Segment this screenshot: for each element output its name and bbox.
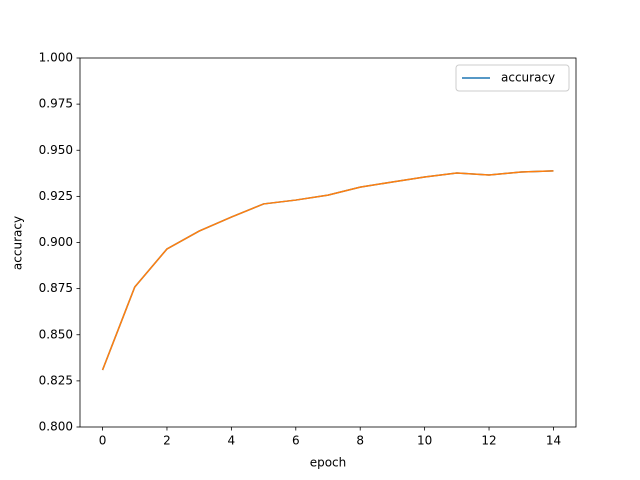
x-tick-label: 12 xyxy=(481,434,496,448)
x-tick-label: 4 xyxy=(228,434,236,448)
y-tick-label: 0.850 xyxy=(39,327,73,341)
y-tick-label: 0.875 xyxy=(39,281,73,295)
y-tick-label: 0.950 xyxy=(39,143,73,157)
y-tick-label: 0.925 xyxy=(39,189,73,203)
x-tick-label: 0 xyxy=(99,434,107,448)
x-axis-label: epoch xyxy=(310,456,347,470)
plot-frame xyxy=(79,57,577,428)
x-tick-label: 10 xyxy=(417,434,432,448)
y-tick-label: 0.825 xyxy=(39,373,73,387)
y-tick-label: 1.000 xyxy=(39,51,73,65)
data-line xyxy=(101,170,554,371)
y-tick-label: 0.900 xyxy=(39,235,73,249)
y-tick-label: 0.975 xyxy=(39,97,73,111)
legend-box xyxy=(455,64,570,92)
y-tick-label: 0.800 xyxy=(39,420,73,434)
x-tick-label: 2 xyxy=(163,434,171,448)
y-axis-label: accuracy xyxy=(11,216,25,270)
x-tick-label: 14 xyxy=(546,434,561,448)
x-tick-label: 8 xyxy=(356,434,364,448)
x-tick-label: 6 xyxy=(292,434,300,448)
legend-label: accuracy xyxy=(501,71,555,85)
data-line xyxy=(101,170,554,371)
